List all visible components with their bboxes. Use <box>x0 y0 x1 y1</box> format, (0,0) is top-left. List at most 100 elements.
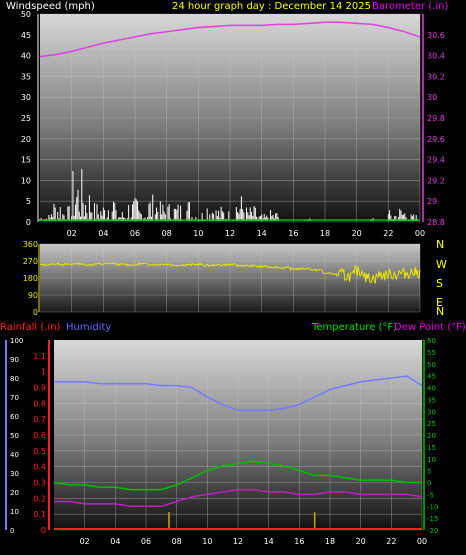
x-tick-label: 04 <box>110 537 120 546</box>
x-tick-label: 10 <box>202 537 212 546</box>
rain-tick-label: 1.1 <box>33 352 46 361</box>
temp-series <box>53 375 423 530</box>
humidity-tick-label: 80 <box>10 375 19 383</box>
y2-tick-label: 29.4 <box>427 156 445 165</box>
y2-tick-label: 29.8 <box>427 114 445 123</box>
x-tick-label: 12 <box>233 537 243 546</box>
rain-tick-label: 0.9 <box>33 384 46 393</box>
y-tick-label: 50 <box>21 10 31 19</box>
dewpoint-line <box>54 488 423 508</box>
y2-tick-label: 30.4 <box>427 52 445 61</box>
temp-tick-label: 45 <box>427 373 436 381</box>
x-tick-label: 22 <box>383 229 393 238</box>
y-tick-label: 270 <box>23 257 38 266</box>
y-tick-label: 360 <box>23 240 38 249</box>
wind-grid <box>40 13 421 223</box>
y-tick-label: 180 <box>23 274 38 283</box>
x-tick-label: 20 <box>356 537 366 546</box>
temp-tick-label: -20 <box>427 527 438 535</box>
y-tick-label: 15 <box>21 156 31 165</box>
y2-tick-label: 30.2 <box>427 72 445 81</box>
temperature-label: Temperature (°F) <box>311 322 397 333</box>
temp-tick-label: 20 <box>427 432 436 440</box>
y2-tick-label: 29.6 <box>427 135 445 144</box>
temp-tick-label: -10 <box>427 503 438 511</box>
y2-tick-label: 30 <box>427 93 437 102</box>
barometer-line <box>39 21 421 58</box>
x-tick-label: 06 <box>130 229 140 238</box>
y-tick-label: 20 <box>21 135 31 144</box>
barometer-label: Barometer (.in) <box>372 1 448 12</box>
temp-tick-label: 30 <box>427 408 436 416</box>
humidity-tick-label: 90 <box>10 356 19 364</box>
humidity-line <box>54 375 423 412</box>
y2-tick-label: 29 <box>427 197 437 206</box>
compass-label: N <box>436 238 444 251</box>
rain-tick-label: 0.6 <box>33 431 46 440</box>
humidity-tick-label: 10 <box>10 508 19 516</box>
compass-label: W <box>436 258 447 271</box>
y2-tick-label: 30.6 <box>427 31 445 40</box>
temp-tick-label: 10 <box>427 456 436 464</box>
y2-tick-label: 28.8 <box>427 218 445 227</box>
x-tick-label: 12 <box>225 229 235 238</box>
x-tick-label: 02 <box>67 229 77 238</box>
temp-tick-label: 35 <box>427 396 436 404</box>
x-tick-label: 22 <box>386 537 396 546</box>
y-tick-label: 0 <box>26 218 31 227</box>
x-tick-label: 08 <box>172 537 182 546</box>
wind-axes: 0 5 10 15 20 25 30 35 40 45 50 02 04 06 08 10 12 14 16 18 20… <box>21 10 445 238</box>
rain-tick-label: 0.1 <box>33 510 46 519</box>
temp-tick-label: 60 <box>427 337 436 345</box>
temp-grid <box>54 340 423 531</box>
x-tick-label: 00 <box>415 229 425 238</box>
x-tick-label: 16 <box>288 229 298 238</box>
y-tick-label: 25 <box>21 114 31 123</box>
temp-tick-label: 40 <box>427 385 436 393</box>
temp-axes: 0 0.1 0.2 0.3 0.4 0.5 0.6 0.7 0.8 0.9 1 1.1 0 10 20 30 4… <box>5 337 438 546</box>
rain-tick-label: 0.7 <box>33 415 46 424</box>
x-tick-label: 00 <box>417 537 427 546</box>
x-tick-label: 18 <box>320 229 330 238</box>
compass-label: E <box>436 296 443 309</box>
rain-tick-label: 1 <box>41 368 46 377</box>
humidity-tick-label: 40 <box>10 451 19 459</box>
rain-tick-label: 0.5 <box>33 447 46 456</box>
x-tick-label: 20 <box>352 229 362 238</box>
temp-tick-label: 55 <box>427 349 436 357</box>
rainfall-label: Rainfall (.in) <box>0 322 61 333</box>
humidity-tick-label: 50 <box>10 432 19 440</box>
wind-direction-line <box>39 261 421 284</box>
humidity-tick-label: 70 <box>10 394 19 402</box>
humidity-tick-label: 60 <box>10 413 19 421</box>
wind-series <box>39 21 421 221</box>
direction-grid <box>40 243 421 313</box>
y-tick-label: 30 <box>21 93 31 102</box>
direction-series <box>39 261 421 284</box>
y-tick-label: 35 <box>21 72 31 81</box>
temp-tick-label: 0 <box>427 480 431 488</box>
windspeed-label: Windspeed (mph) <box>6 1 95 12</box>
x-tick-label: 16 <box>294 537 304 546</box>
x-tick-label: 06 <box>141 537 151 546</box>
temp-tick-label: 50 <box>427 361 436 369</box>
y-tick-label: 90 <box>28 291 38 300</box>
rain-tick-label: 0.2 <box>33 494 46 503</box>
humidity-tick-label: 0 <box>10 527 14 535</box>
y-tick-label: 5 <box>26 197 31 206</box>
rain-tick-label: 0.4 <box>33 463 46 472</box>
temp-tick-label: -5 <box>427 491 434 499</box>
y-tick-label: 10 <box>21 176 31 185</box>
x-tick-label: 14 <box>264 537 274 546</box>
x-tick-label: 14 <box>257 229 267 238</box>
x-tick-label: 08 <box>162 229 172 238</box>
x-tick-label: 10 <box>193 229 203 238</box>
rain-tick-label: 0.8 <box>33 399 46 408</box>
y-tick-label: 40 <box>21 52 31 61</box>
y-tick-label: 45 <box>21 31 31 40</box>
temp-tick-label: -15 <box>427 515 438 523</box>
temp-tick-label: 25 <box>427 420 436 428</box>
graph-title: 24 hour graph day : December 14 2025 <box>172 1 371 12</box>
